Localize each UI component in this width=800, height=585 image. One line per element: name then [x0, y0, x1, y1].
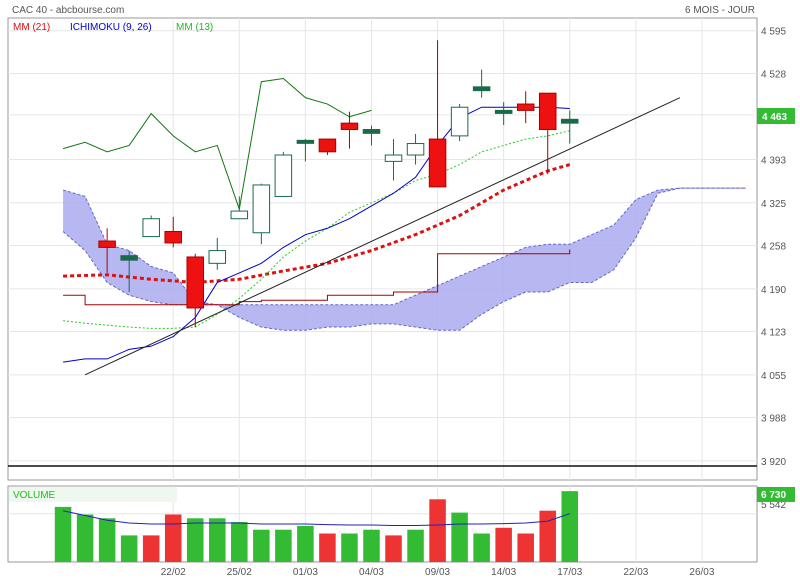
price-tick-label: 3 988: [761, 414, 786, 425]
volume-bar: [186, 518, 204, 562]
volume-bar: [297, 525, 314, 562]
price-panel-frame: [7, 17, 758, 481]
cloud-upper-line: [62, 187, 746, 306]
date-tick-label: 22/03: [623, 567, 648, 578]
volume-bar: [231, 522, 248, 562]
mm13-line: [63, 130, 570, 329]
candle-body: [538, 92, 557, 131]
indicator-lines: [62, 78, 681, 376]
date-tick-label: 17/03: [557, 567, 582, 578]
volume-label: VOLUME: [13, 490, 56, 501]
price-tick-label: 4 325: [761, 199, 786, 210]
candle-body: [384, 154, 403, 162]
period-label[interactable]: 6 MOIS - JOUR: [685, 5, 755, 16]
volume-tick-label: 5 542: [761, 500, 786, 511]
date-tick-label: 26/03: [689, 567, 714, 578]
date-axis-labels: 22/02 25/02 01/03 04/03 09/03 14/03 17/03 22/03…: [161, 567, 715, 578]
volume-bar: [164, 514, 182, 562]
candle-body: [252, 184, 271, 234]
volume-bar: [539, 510, 556, 562]
current-price-value: 4 463: [762, 112, 787, 123]
volume-bar: [98, 518, 116, 562]
price-tick-label: 4 123: [761, 328, 786, 339]
price-tick-label: 4 595: [761, 27, 786, 38]
price-tick-label: 4 258: [761, 241, 786, 252]
legend-mm13: MM (13): [176, 22, 213, 33]
candle-body: [560, 118, 579, 124]
kijun-line: [63, 249, 571, 306]
candle-body: [230, 210, 249, 220]
legend-mm21: MM (21): [13, 22, 50, 33]
volume-bar: [385, 535, 402, 562]
candle-body: [120, 255, 138, 261]
date-tick-label: 14/03: [491, 567, 516, 578]
candle-body: [406, 143, 425, 156]
volume-bar: [429, 499, 446, 562]
volume-value: 6 730: [761, 490, 786, 501]
date-tick-label: 25/02: [227, 567, 252, 578]
candle-body: [318, 138, 337, 153]
tenkan-line: [63, 106, 570, 363]
candle-body: [98, 240, 116, 248]
volume-value-tag: [757, 487, 795, 502]
mm21-line: [63, 163, 571, 284]
date-tick-label: 04/03: [359, 567, 384, 578]
volume-bar: [363, 529, 380, 562]
candle-body: [274, 154, 293, 197]
volume-bar: [142, 535, 160, 562]
price-axis-labels: 3 920 3 988 4 055 4 123 4 190 4 258 4 325 4 393…: [761, 27, 786, 468]
price-tick-label: 4 528: [761, 69, 786, 80]
volume-average-line: [62, 510, 570, 527]
candle-body: [186, 256, 205, 309]
volume-bar: [407, 529, 424, 562]
volume-bar: [319, 533, 336, 562]
volume-bar: [120, 535, 138, 562]
volume-bar: [517, 533, 534, 562]
candlesticks: [98, 40, 579, 328]
volume-bar: [76, 514, 94, 562]
date-tick-label: 22/02: [161, 567, 186, 578]
volume-bar: [275, 529, 292, 562]
date-tick-label: 09/03: [425, 567, 450, 578]
candle-body: [208, 250, 227, 264]
price-grid: [8, 18, 757, 480]
price-tick-label: 4 393: [761, 155, 786, 166]
candle-body: [450, 106, 469, 137]
cloud-area: [63, 188, 746, 331]
volume-bar: [561, 491, 579, 562]
volume-bar: [253, 529, 270, 562]
volume-label-bg: [9, 487, 177, 502]
candle-body: [472, 86, 491, 92]
candle-body: [340, 122, 359, 131]
candle-body: [362, 129, 381, 134]
trendline: [84, 97, 681, 376]
volume-bar: [341, 533, 358, 562]
volume-bar: [54, 506, 72, 562]
volume-bar: [473, 533, 490, 562]
volume-bar: [495, 527, 512, 562]
volume-bars: [54, 491, 579, 562]
date-tick-label: 01/03: [293, 567, 318, 578]
candle-body: [296, 139, 315, 144]
volume-bar: [451, 512, 468, 562]
price-tick-label: 3 920: [761, 457, 786, 468]
candle-body: [164, 230, 182, 244]
candle-body: [516, 103, 535, 111]
price-tick-label: 4 055: [761, 371, 786, 382]
candle-body: [428, 138, 447, 188]
price-tick-label: 4 190: [761, 285, 786, 296]
candle-body: [142, 218, 160, 238]
volume-bar: [209, 518, 226, 562]
chart-title: CAC 40 - abcbourse.com: [12, 5, 124, 16]
legend-ichimoku: ICHIMOKU (9, 26): [70, 22, 152, 33]
candle-body: [494, 109, 513, 114]
current-price-tag: [757, 108, 795, 124]
close-line: [62, 78, 372, 210]
